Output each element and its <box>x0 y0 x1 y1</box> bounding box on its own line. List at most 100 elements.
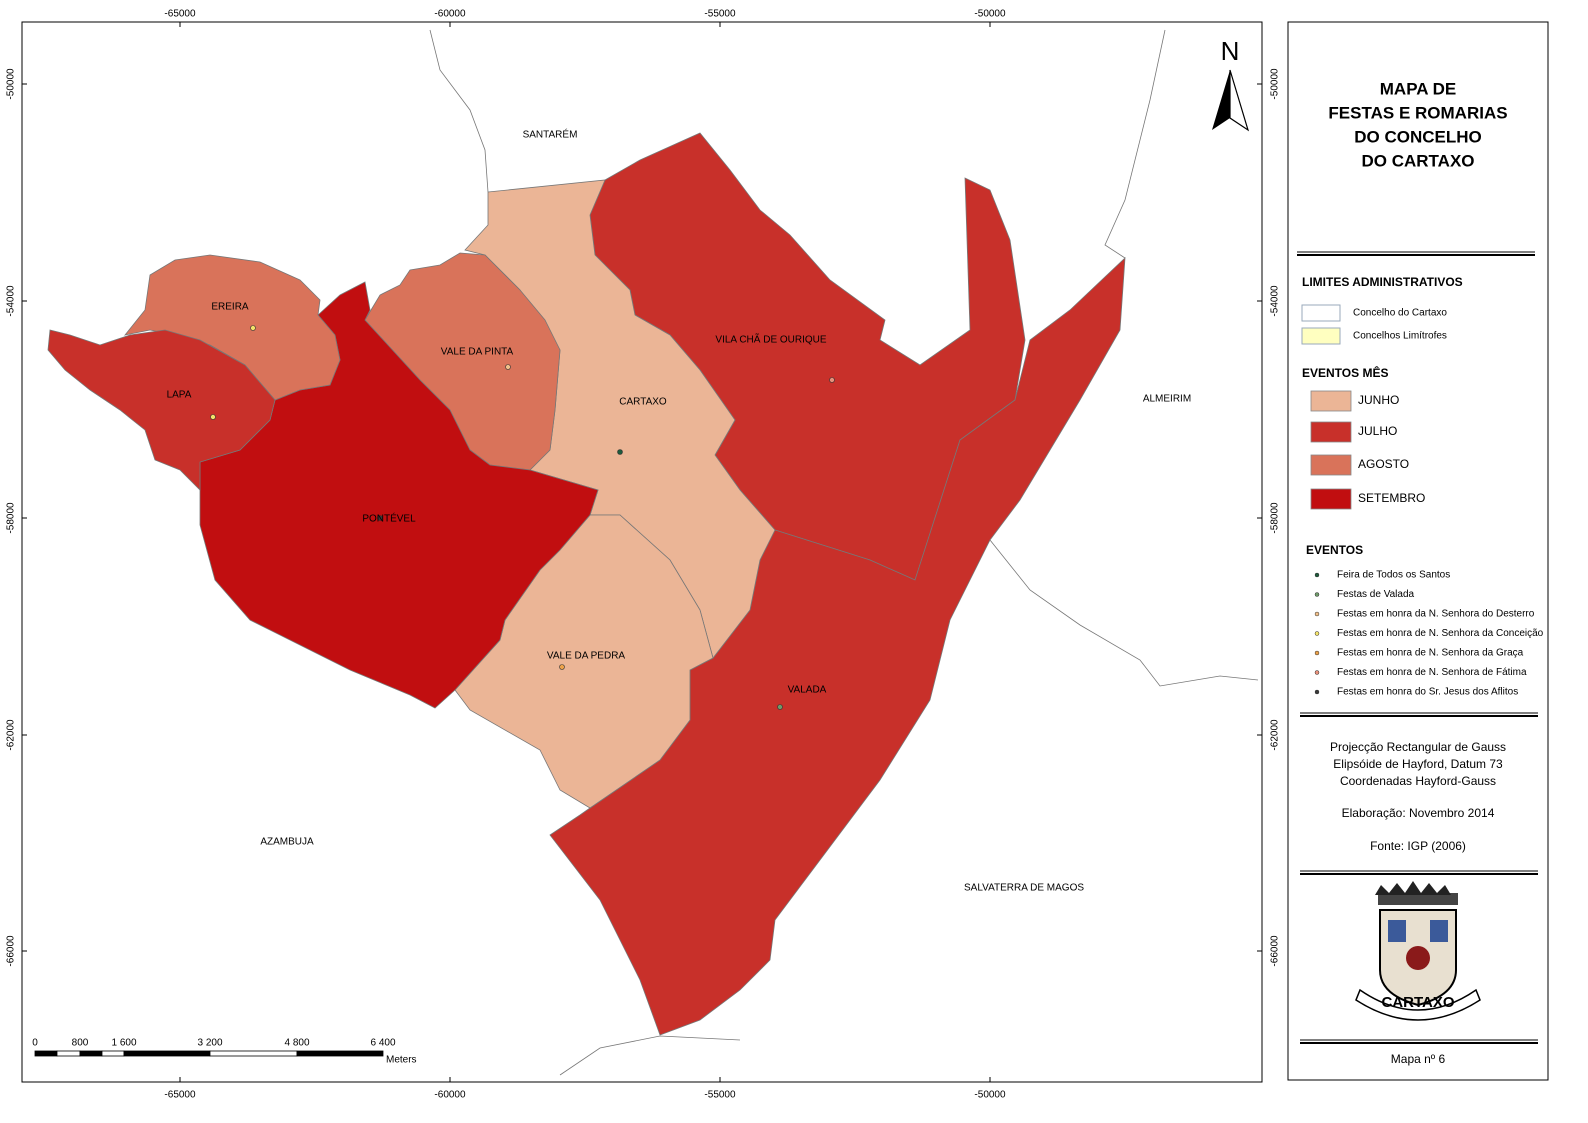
parish-label: LAPA <box>167 390 192 401</box>
arrow-left <box>1212 70 1230 130</box>
y-coord-label: -62000 <box>1270 719 1281 751</box>
neighbor-label: SANTARÉM <box>523 128 578 141</box>
scale-label: 800 <box>72 1038 89 1049</box>
legend-swatch <box>1310 488 1352 510</box>
scale-label: 4 800 <box>284 1038 309 1049</box>
x-coord-label: -60000 <box>434 9 466 20</box>
parish-label: VILA CHÃ DE OURIQUE <box>715 333 826 346</box>
legend-label: JUNHO <box>1358 393 1399 407</box>
parishes <box>47 132 1126 1036</box>
legend-heading: EVENTOS <box>1306 543 1363 557</box>
parish-ereira <box>124 254 341 401</box>
x-coord-label: -65000 <box>164 1090 196 1101</box>
boundary <box>429 29 489 193</box>
shield-detail <box>1430 920 1448 942</box>
legend-swatch <box>1310 421 1352 443</box>
scale-unit: Meters <box>386 1055 417 1066</box>
y-coord-label: -62000 <box>6 719 17 751</box>
legend-title: MAPA DE FESTAS E ROMARIAS DO CONCELHO DO… <box>1328 79 1507 170</box>
legend-swatch <box>1310 454 1352 476</box>
parish-label: VALE DA PEDRA <box>547 651 626 662</box>
parish-label: EREIRA <box>211 302 249 313</box>
legend-label: Festas em honra do Sr. Jesus dos Aflitos <box>1337 687 1518 698</box>
note: Projecção Rectangular de Gauss <box>1330 740 1506 754</box>
x-coord-label: -60000 <box>434 1090 466 1101</box>
x-coord-label: -55000 <box>704 1090 736 1101</box>
legend-swatch <box>1301 304 1341 322</box>
crown-top <box>1375 881 1451 895</box>
legend-label: Concelhos Limítrofes <box>1353 331 1447 342</box>
event-marker <box>210 414 216 420</box>
scale-label: 0 <box>32 1038 38 1049</box>
y-coord-label: -50000 <box>1270 68 1281 100</box>
logo-text: CARTAXO <box>1381 994 1454 1011</box>
title-line: FESTAS E ROMARIAS <box>1328 103 1507 122</box>
parish-lapa <box>47 329 276 491</box>
north-arrow: N <box>1212 36 1250 132</box>
note: Coordenadas Hayford-Gauss <box>1340 774 1496 788</box>
neighbor-label: AZAMBUJA <box>260 837 314 848</box>
y-coord-label: -54000 <box>6 285 17 317</box>
legend-label: Festas em honra da N. Senhora do Desterr… <box>1337 609 1535 620</box>
event-marker <box>505 364 511 370</box>
y-coord-label: -50000 <box>6 68 17 100</box>
boundary <box>559 1035 741 1076</box>
scale-label: 1 600 <box>111 1038 136 1049</box>
event-marker <box>559 664 565 670</box>
scale-label: 3 200 <box>197 1038 222 1049</box>
legend-dot <box>1314 611 1320 617</box>
legend-label: AGOSTO <box>1358 457 1409 471</box>
event-marker <box>777 704 783 710</box>
shield-detail <box>1388 920 1406 942</box>
legend-label: SETEMBRO <box>1358 491 1425 505</box>
legend-dot <box>1314 631 1320 636</box>
legend-heading: LIMITES ADMINISTRATIVOS <box>1302 275 1463 289</box>
scale-segment <box>296 1050 384 1057</box>
note: Fonte: IGP (2006) <box>1370 839 1466 853</box>
legend-label: Feira de Todos os Santos <box>1337 570 1450 581</box>
boundary <box>989 539 1259 687</box>
boundaries <box>429 29 1259 1076</box>
legend: Concelho do Cartaxo Concelhos Limítrofes J… <box>1301 304 1544 698</box>
shield-detail <box>1406 946 1430 970</box>
x-coord-label: -50000 <box>974 1090 1006 1101</box>
note: Elipsóide de Hayford, Datum 73 <box>1333 757 1503 771</box>
legend-dot <box>1314 572 1320 578</box>
legend-label: Festas em honra de N. Senhora de Fátima <box>1337 667 1527 678</box>
parish-label: VALADA <box>788 685 827 696</box>
ribbon <box>1355 988 1481 1021</box>
legend-dot <box>1314 650 1320 656</box>
crown <box>1378 893 1458 905</box>
parish-label: VALE DA PINTA <box>441 347 514 358</box>
place-labels: EREIRA VALE DA PINTA LAPA CARTAXO VILA C… <box>167 128 1192 894</box>
legend-label: Festas de Valada <box>1337 589 1415 600</box>
legend-dot <box>1314 592 1320 597</box>
title-line: MAPA DE <box>1380 79 1457 98</box>
parish-label: CARTAXO <box>619 397 667 408</box>
legend-label: Festas em honra de N. Senhora da Conceiç… <box>1337 628 1544 639</box>
legend-label: Festas em honra de N. Senhora da Graça <box>1337 648 1524 659</box>
scale-segment <box>101 1050 125 1057</box>
legend-heading: EVENTOS MÊS <box>1302 365 1388 380</box>
neighbor-label: SALVATERRA DE MAGOS <box>964 883 1084 894</box>
legend-swatch <box>1310 390 1352 412</box>
event-marker <box>377 515 383 521</box>
scale-segment <box>123 1050 211 1057</box>
note: Elaboração: Novembro 2014 <box>1342 806 1495 820</box>
coat-of-arms: CARTAXO <box>1355 881 1481 1021</box>
scale-bar: 0 800 1 600 3 200 4 800 6 400 Meters <box>32 1038 416 1066</box>
neighbor-label: ALMEIRIM <box>1143 394 1191 405</box>
x-coord-label: -65000 <box>164 9 196 20</box>
event-marker <box>617 449 623 455</box>
scale-segment <box>34 1050 58 1057</box>
legend-dot <box>1314 689 1320 695</box>
event-marker <box>829 377 835 383</box>
event-markers <box>210 325 835 710</box>
x-coord-label: -50000 <box>974 9 1006 20</box>
parish-label: PONTÉVEL <box>362 512 416 525</box>
legend-label: JULHO <box>1358 424 1397 438</box>
title-line: DO CARTAXO <box>1361 151 1474 170</box>
y-coord-label: -58000 <box>6 502 17 534</box>
title-line: DO CONCELHO <box>1354 127 1482 146</box>
